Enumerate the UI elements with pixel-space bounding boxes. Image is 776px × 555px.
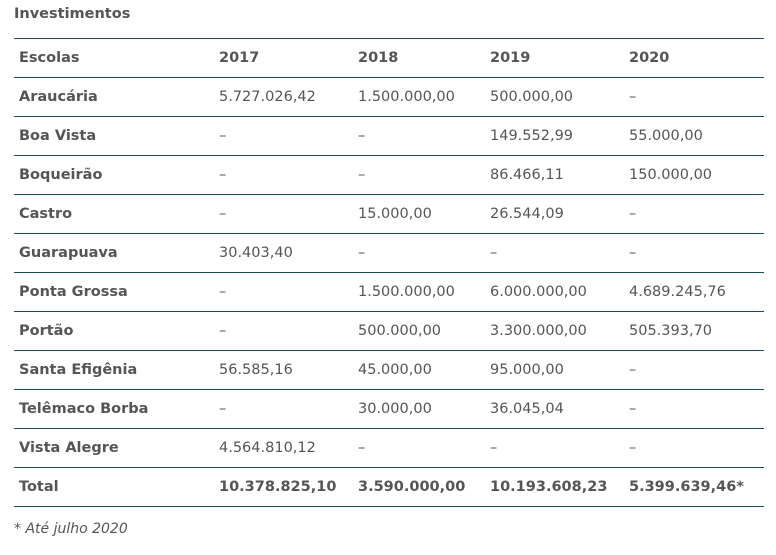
value-2020: 505.393,70 <box>624 311 764 351</box>
school-name: Boa Vista <box>14 116 214 156</box>
value-2017: – <box>214 116 353 156</box>
value-2017: 5.727.026,42 <box>214 77 353 117</box>
value-2018: 1.500.000,00 <box>353 77 485 117</box>
value-2019: – <box>485 428 624 468</box>
value-2017: – <box>214 311 353 351</box>
value-2020: – <box>624 77 764 117</box>
value-2018: 1.500.000,00 <box>353 272 485 312</box>
table-row: Portão – 500.000,00 3.300.000,00 505.393… <box>14 311 764 351</box>
value-2020: – <box>624 389 764 429</box>
value-2020: 150.000,00 <box>624 155 764 195</box>
header-schools: Escolas <box>14 38 214 78</box>
value-2017: 30.403,40 <box>214 233 353 273</box>
value-2017: 56.585,16 <box>214 350 353 390</box>
table-row: Ponta Grossa – 1.500.000,00 6.000.000,00… <box>14 272 764 312</box>
investments-table: Escolas 2017 2018 2019 2020 Araucária 5.… <box>14 38 764 507</box>
section-title: Investimentos <box>14 6 131 22</box>
table-row: Guarapuava 30.403,40 – – – <box>14 233 764 273</box>
table-row: Boa Vista – – 149.552,99 55.000,00 <box>14 116 764 156</box>
school-name: Santa Efigênia <box>14 350 214 390</box>
value-2018: 45.000,00 <box>353 350 485 390</box>
value-2018: – <box>353 233 485 273</box>
value-2017: – <box>214 272 353 312</box>
value-2017: – <box>214 194 353 234</box>
school-name: Guarapuava <box>14 233 214 273</box>
school-name: Ponta Grossa <box>14 272 214 312</box>
value-2019: 149.552,99 <box>485 116 624 156</box>
school-name: Araucária <box>14 77 214 117</box>
value-2017: – <box>214 389 353 429</box>
value-2018: 15.000,00 <box>353 194 485 234</box>
table-row: Santa Efigênia 56.585,16 45.000,00 95.00… <box>14 350 764 390</box>
school-name: Castro <box>14 194 214 234</box>
header-2019: 2019 <box>485 38 624 78</box>
value-2017: – <box>214 155 353 195</box>
value-2020: 55.000,00 <box>624 116 764 156</box>
header-2018: 2018 <box>353 38 485 78</box>
table-row: Boqueirão – – 86.466,11 150.000,00 <box>14 155 764 195</box>
value-2019: – <box>485 233 624 273</box>
value-2020: – <box>624 194 764 234</box>
total-2019: 10.193.608,23 <box>485 467 624 507</box>
value-2020: – <box>624 233 764 273</box>
table-header-row: Escolas 2017 2018 2019 2020 <box>14 38 764 78</box>
total-row: Total 10.378.825,10 3.590.000,00 10.193.… <box>14 467 764 507</box>
total-label: Total <box>14 467 214 507</box>
value-2018: 30.000,00 <box>353 389 485 429</box>
value-2019: 26.544,09 <box>485 194 624 234</box>
value-2019: 500.000,00 <box>485 77 624 117</box>
value-2018: – <box>353 155 485 195</box>
header-2017: 2017 <box>214 38 353 78</box>
value-2017: 4.564.810,12 <box>214 428 353 468</box>
value-2020: – <box>624 428 764 468</box>
school-name: Telêmaco Borba <box>14 389 214 429</box>
value-2018: – <box>353 116 485 156</box>
total-2020: 5.399.639,46* <box>624 467 764 507</box>
value-2018: 500.000,00 <box>353 311 485 351</box>
school-name: Portão <box>14 311 214 351</box>
school-name: Vista Alegre <box>14 428 214 468</box>
value-2019: 86.466,11 <box>485 155 624 195</box>
total-2018: 3.590.000,00 <box>353 467 485 507</box>
table-row: Vista Alegre 4.564.810,12 – – – <box>14 428 764 468</box>
value-2020: – <box>624 350 764 390</box>
footnote: * Até julho 2020 <box>14 521 128 537</box>
value-2019: 36.045,04 <box>485 389 624 429</box>
value-2019: 6.000.000,00 <box>485 272 624 312</box>
value-2020: 4.689.245,76 <box>624 272 764 312</box>
school-name: Boqueirão <box>14 155 214 195</box>
table-row: Araucária 5.727.026,42 1.500.000,00 500.… <box>14 77 764 117</box>
value-2019: 3.300.000,00 <box>485 311 624 351</box>
header-2020: 2020 <box>624 38 764 78</box>
value-2018: – <box>353 428 485 468</box>
table-row: Castro – 15.000,00 26.544,09 – <box>14 194 764 234</box>
total-2017: 10.378.825,10 <box>214 467 353 507</box>
value-2019: 95.000,00 <box>485 350 624 390</box>
table-row: Telêmaco Borba – 30.000,00 36.045,04 – <box>14 389 764 429</box>
